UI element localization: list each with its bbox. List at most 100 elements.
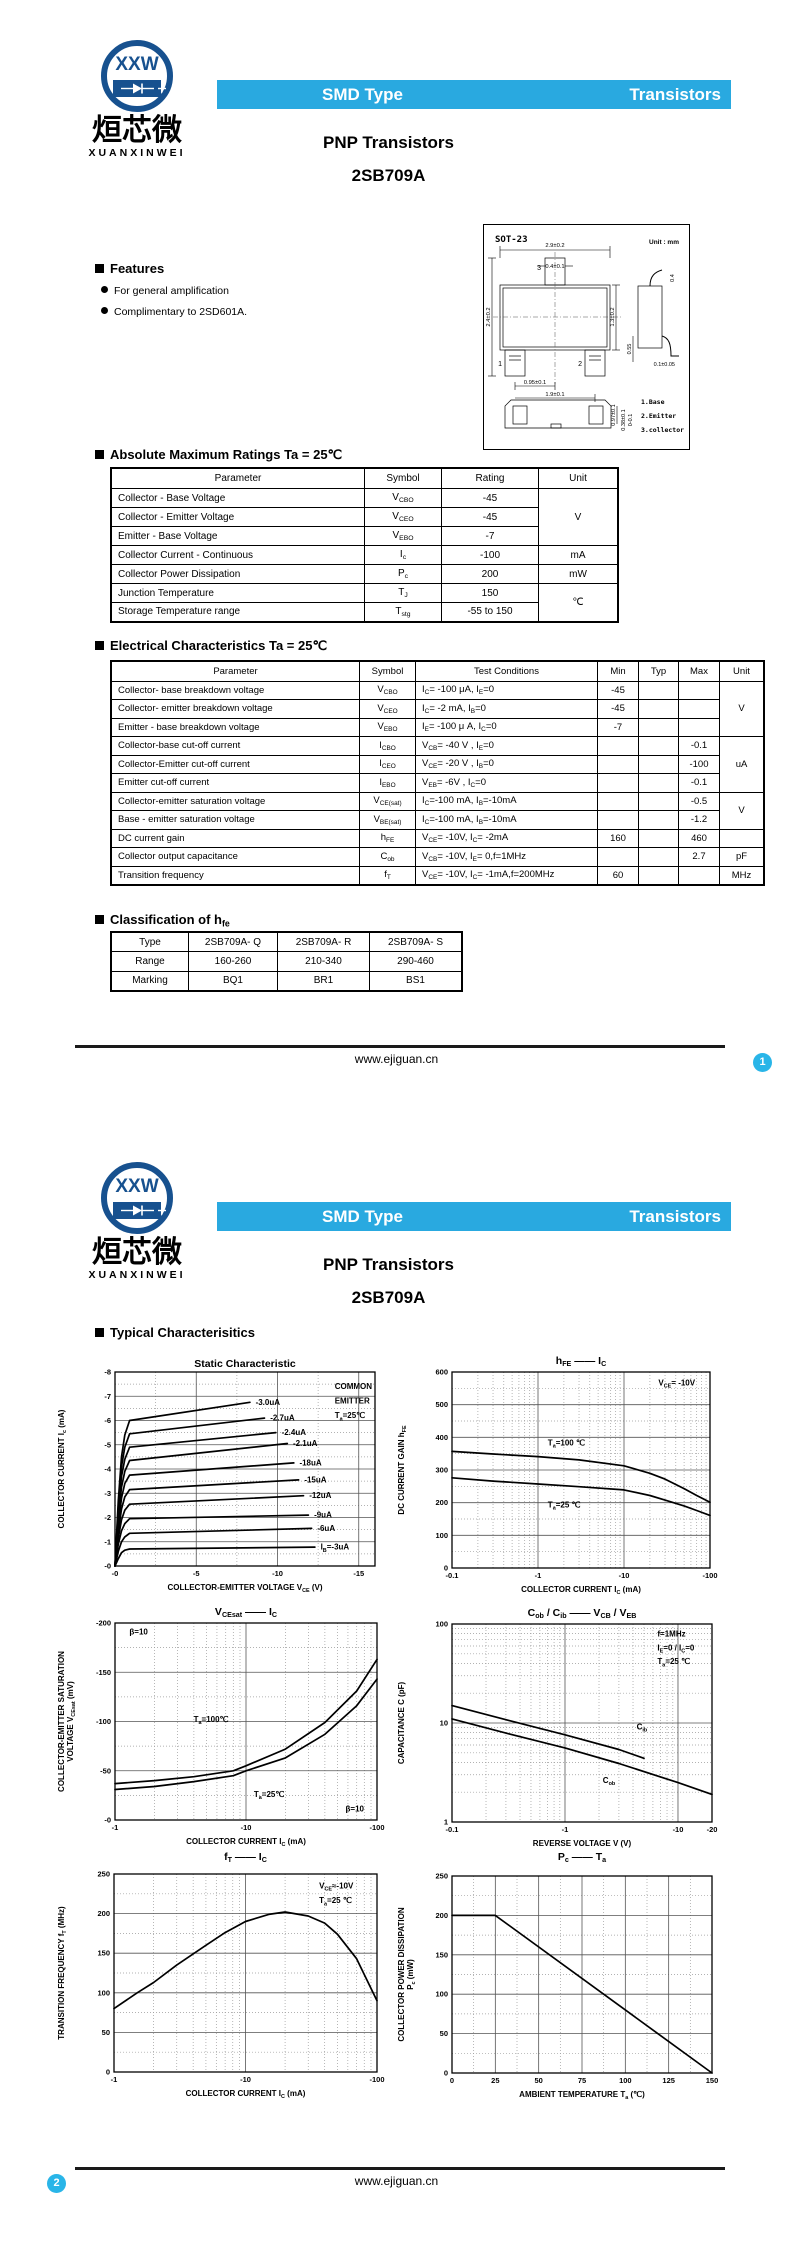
banner: SMD Type Transistors [217,1202,731,1231]
svg-text:100: 100 [97,1988,110,1997]
svg-text:-18uA: -18uA [299,1458,321,1467]
table-cell [597,754,639,774]
svg-text:COLLECTOR CURRENT IC (mA: COLLECTOR CURRENT IC (mA) [521,1585,641,1596]
footer-url: www.ejiguan.cn [354,2174,439,2188]
table-cell: MHz [719,865,765,885]
table-cell: V [538,488,619,546]
doc-title: PNP Transistors [322,133,455,152]
svg-text:-1: -1 [562,1825,569,1834]
svg-text:-100: -100 [369,2075,384,2084]
svg-text:600: 600 [435,1368,448,1377]
svg-text:25: 25 [491,2076,499,2085]
table-cell: VEBO [359,717,416,737]
banner-smd-type: SMD Type [322,1207,403,1226]
table-cell [638,680,679,700]
page-number-badge: 2 [47,2174,66,2193]
table-cell: Emitter - Base Voltage [110,526,365,546]
svg-text:250: 250 [97,1870,110,1879]
table-cell: 160-260 [188,951,278,972]
table-cell: Unit [719,660,765,682]
chart-ft-vs-ic: -1 -10 -100 0 50 100 150 200 250 VCE≈-10V Ta=25 ℃ f… [52,1848,392,2109]
table-cell [638,810,679,830]
svg-text:0.38±0.1: 0.38±0.1 [621,409,627,430]
table-cell: VCB= -40 V , IE=0 [415,736,598,756]
svg-text:-20: -20 [707,1825,718,1834]
svg-text:500: 500 [435,1400,448,1409]
table-cell [597,773,639,793]
svg-text:0: 0 [444,2069,448,2078]
svg-text:1: 1 [444,1818,448,1827]
table-cell: BS1 [369,970,463,991]
svg-text:-3.0uA: -3.0uA [256,1398,281,1407]
table-cell: Emitter cut-off current [110,773,360,793]
logo-monogram: XXW [115,1176,159,1197]
svg-text:250: 250 [435,1872,448,1881]
table-cell: IC= -100 μA, IE=0 [415,680,598,700]
table-cell: 150 [441,583,539,603]
svg-text:50: 50 [440,2029,448,2038]
svg-text:0: 0 [106,2068,110,2077]
table-cell: Emitter - base breakdown voltage [110,717,360,737]
svg-text:EMITTER: EMITTER [335,1397,370,1406]
svg-text:Cob: Cob [603,1776,616,1787]
table-cell: Pc [364,564,442,584]
company-logo: XXW 烜芯微 XUANXINWEI [82,40,192,159]
feature-item: Complimentary to 2SD601A. [101,306,247,318]
logo-circle-icon: XXW [101,1162,173,1234]
table-cell: mA [538,545,619,565]
table-cell [678,717,720,737]
table-cell: hFE [359,828,416,848]
svg-text:-150: -150 [96,1668,111,1677]
table-cell: VCE= -10V, IC= -2mA [415,828,598,848]
svg-text:IE=0 / IC=0: IE=0 / IC=0 [657,1643,695,1654]
svg-text:Ta=25 ℃: Ta=25 ℃ [319,1896,352,1907]
chart-hfe-vs-ic: -0.1 -1 -10 -100 0 100 200 300 400 500 600 Ta=100 ℃… [392,1354,727,1611]
svg-text:0: 0 [444,1564,448,1573]
svg-text:75: 75 [578,2076,586,2085]
table-cell: Range [110,951,189,972]
svg-text:200: 200 [97,1909,110,1918]
banner-transistors: Transistors [629,85,721,104]
footer-rule [75,2167,725,2170]
table-cell: 2SB709A- S [369,931,463,952]
table-cell: fT [359,865,416,885]
table-cell: Parameter [110,467,365,489]
table-cell [597,847,639,867]
svg-text:-0: -0 [104,1816,111,1825]
svg-text:Ta=100 ℃: Ta=100 ℃ [548,1438,585,1449]
svg-text:VCEsat —— IC: VCEsat —— IC [215,1608,277,1619]
svg-text:Ta=100℃: Ta=100℃ [194,1715,229,1726]
table-cell: Typ [638,660,679,682]
table-cell: -1.2 [678,810,720,830]
svg-text:-0: -0 [104,1562,111,1571]
table-cell: -0.5 [678,791,720,811]
table-cell [638,754,679,774]
table-cell: -45 [597,680,639,700]
svg-text:-15: -15 [353,1569,364,1578]
table-cell: Collector- emitter breakdown voltage [110,699,360,719]
table-cell: VEBO [364,526,442,546]
hfe-classification-table: Type 2SB709A- Q 2SB709A- R 2SB709A- S Range 1… [110,931,463,992]
svg-text:Static Characteristic: Static Characteristic [194,1358,296,1370]
table-cell: -100 [441,545,539,565]
svg-text:-10: -10 [241,1823,252,1832]
table-cell: VCBO [359,680,416,700]
page-1: XXW 烜芯微 XUANXINWEI SMD Type Transistors [75,40,772,1072]
svg-text:50: 50 [534,2076,542,2085]
svg-text:TRANSITION FREQUENCY fT (M: TRANSITION FREQUENCY fT (MHz) [57,1906,68,2040]
table-cell: -7 [597,717,639,737]
package-drawing-sot23: SOT-23 Unit : mm 3 1 2 2.9±0.2 0.4±0.1 2.4±0.2 1… [483,224,690,455]
svg-text:400: 400 [435,1433,448,1442]
cls-heading: Classification of hfe [95,912,230,928]
table-cell [638,791,679,811]
svg-text:-0.1: -0.1 [446,1825,459,1834]
part-number: 2SB709A [351,1288,426,1307]
table-cell: -45 [441,507,539,527]
table-cell: Collector Current - Continuous [110,545,365,565]
table-cell: uA [719,736,765,793]
table-cell: VCE= -10V, IC= -1mA,f=200MHz [415,865,598,885]
table-cell: VCBO [364,488,442,508]
table-cell: Unit [538,467,619,489]
table-cell: VEB= -6V , IC=0 [415,773,598,793]
